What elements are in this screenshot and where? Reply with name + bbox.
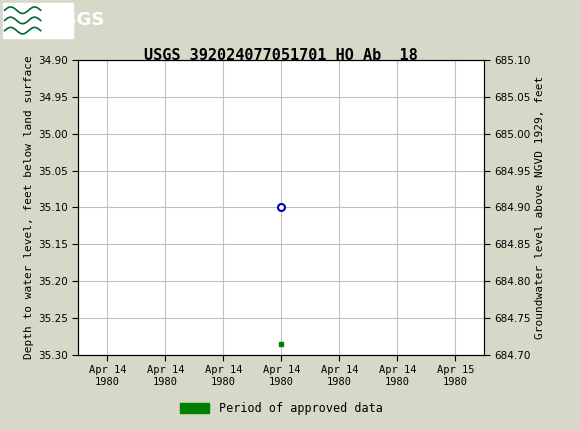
Text: USGS 392024077051701 HO Ab  18: USGS 392024077051701 HO Ab 18 [144, 48, 418, 62]
Text: USGS: USGS [49, 12, 104, 29]
Bar [3, 3, 72, 37]
Y-axis label: Groundwater level above NGVD 1929, feet: Groundwater level above NGVD 1929, feet [535, 76, 545, 339]
Y-axis label: Depth to water level, feet below land surface: Depth to water level, feet below land su… [24, 55, 34, 359]
Legend: Period of approved data: Period of approved data [175, 397, 387, 420]
